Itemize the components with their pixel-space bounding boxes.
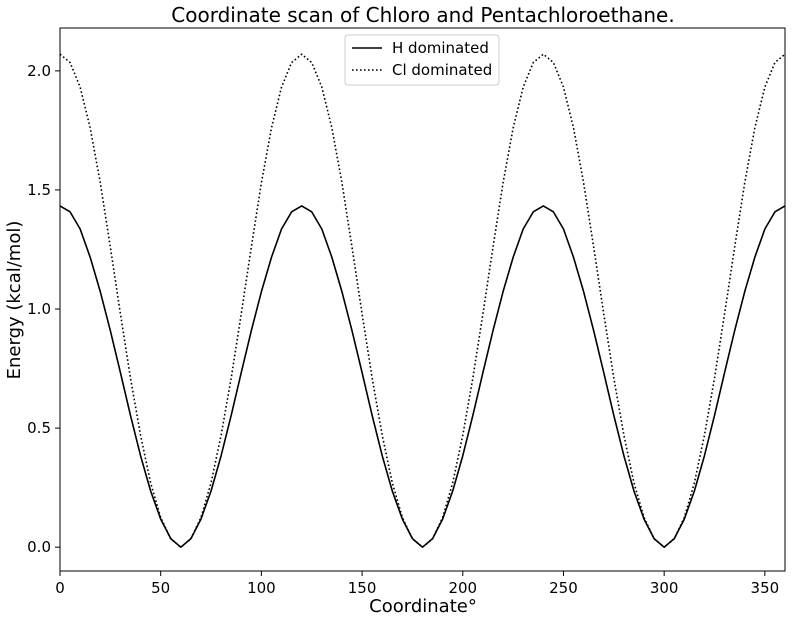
y-axis-label: Energy (kcal/mol) <box>4 221 25 380</box>
y-tick-label: 0.5 <box>27 419 51 437</box>
x-tick-label: 0 <box>55 579 65 597</box>
y-tick-label: 1.5 <box>27 181 51 199</box>
x-tick-label: 250 <box>549 579 578 597</box>
y-axis: 0.0 0.5 1.0 1.5 2.0 <box>27 62 60 556</box>
y-tick-label: 1.0 <box>27 300 51 318</box>
legend-label-h-dominated: H dominated <box>392 39 489 57</box>
x-tick-label: 300 <box>650 579 679 597</box>
plot-frame <box>59 27 786 572</box>
legend-box <box>344 34 500 86</box>
x-axis-label: Coordinate° <box>369 596 477 617</box>
series-layer <box>60 53 785 548</box>
legend-label-cl-dominated: Cl dominated <box>392 61 492 79</box>
x-tick-label: 150 <box>348 579 377 597</box>
x-tick-label: 200 <box>448 579 477 597</box>
series-line-h-dominated <box>60 205 785 548</box>
legend: H dominated Cl dominated <box>344 34 500 86</box>
x-tick-label: 100 <box>247 579 276 597</box>
chart-title: Coordinate scan of Chloro and Pentachlor… <box>171 3 674 27</box>
y-tick-label: 0.0 <box>27 538 51 556</box>
x-tick-label: 50 <box>151 579 170 597</box>
y-tick-label: 2.0 <box>27 62 51 80</box>
x-axis: 0 50 100 150 200 250 300 350 <box>55 571 779 597</box>
x-tick-label: 350 <box>751 579 780 597</box>
series-line-cl-dominated <box>60 53 785 548</box>
